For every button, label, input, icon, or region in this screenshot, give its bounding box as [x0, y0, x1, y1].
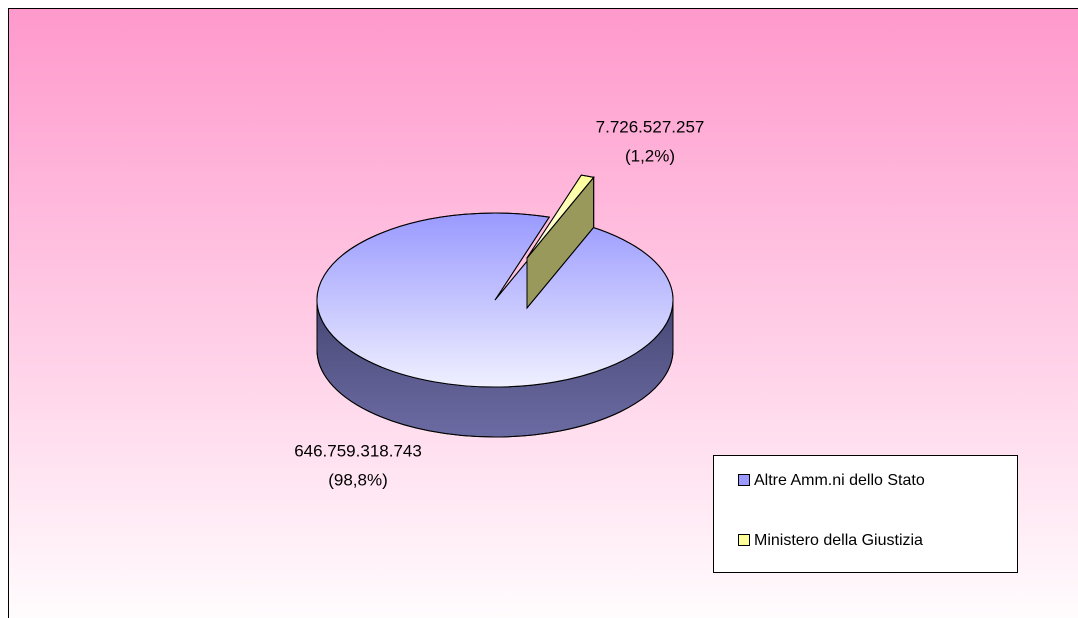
slice-shine	[526, 174, 595, 259]
slice-shine	[316, 212, 674, 388]
percent-label: (98,8%)	[328, 470, 388, 489]
legend-swatch	[738, 474, 750, 486]
value-label: 7.726.527.257	[596, 117, 705, 136]
percent-label: (1,2%)	[625, 146, 675, 165]
legend-label: Altre Amm.ni dello Stato	[754, 472, 925, 489]
legend-box	[713, 455, 1018, 573]
legend-swatch	[738, 534, 750, 546]
legend-label: Ministero della Giustizia	[754, 532, 923, 549]
value-label: 646.759.318.743	[294, 441, 422, 460]
